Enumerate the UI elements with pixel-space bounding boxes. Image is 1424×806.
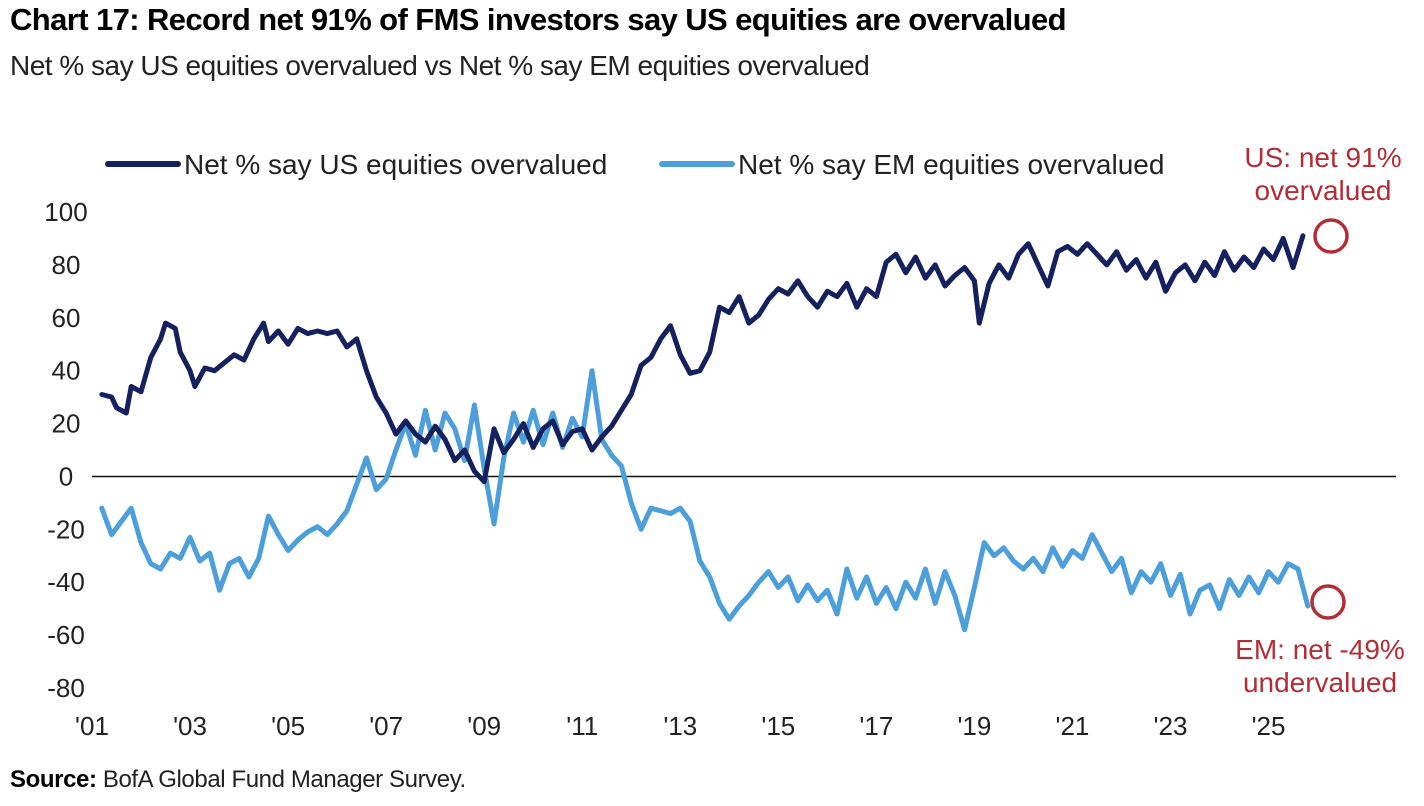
x-tick-label: '11 bbox=[566, 711, 598, 741]
annotations: US: net 91%overvalued EM: net -49%underva… bbox=[1235, 142, 1405, 698]
x-tick-label: '17 bbox=[859, 711, 893, 741]
x-tick-label: '21 bbox=[1056, 711, 1090, 741]
x-tick-label: '25 bbox=[1252, 711, 1286, 741]
em-annotation-text: EM: net -49% bbox=[1235, 634, 1405, 665]
source-label: Source: bbox=[10, 766, 97, 793]
x-tick-label: '09 bbox=[467, 711, 501, 741]
y-tick-label: 0 bbox=[59, 461, 73, 491]
y-tick-label: -80 bbox=[47, 673, 85, 703]
y-tick-label: -60 bbox=[47, 620, 85, 650]
x-tick-label: '05 bbox=[271, 711, 305, 741]
legend-label: Net % say EM equities overvalued bbox=[738, 149, 1164, 180]
x-tick-label: '01 bbox=[75, 711, 109, 741]
em-annotation-text: undervalued bbox=[1243, 667, 1397, 698]
y-tick-label: -40 bbox=[47, 567, 85, 597]
x-axis: '01 '03 '05 '07 '09 '11 '13 '15 '17 '19 '21 '23 '25 bbox=[75, 711, 1285, 741]
y-tick-label: 20 bbox=[52, 409, 81, 439]
us-series-line bbox=[99, 233, 1306, 485]
source-note: Source: BofA Global Fund Manager Survey. bbox=[10, 766, 466, 794]
y-tick-label: 60 bbox=[52, 303, 81, 333]
chart-title: Chart 17: Record net 91% of FMS investor… bbox=[10, 2, 1067, 37]
legend-item-us: Net % say US equities overvalued bbox=[105, 149, 607, 180]
x-tick-label: '23 bbox=[1154, 711, 1188, 741]
x-tick-label: '03 bbox=[173, 711, 207, 741]
legend: Net % say US equities overvalued Net % sa… bbox=[105, 149, 1164, 180]
x-tick-label: '19 bbox=[957, 711, 991, 741]
x-tick-label: '13 bbox=[663, 711, 697, 741]
em-series-line bbox=[99, 368, 1311, 633]
y-axis: 100 80 60 40 20 0 -20 -40 -60 -80 bbox=[44, 197, 87, 703]
y-tick-label: -20 bbox=[47, 514, 85, 544]
us-annotation-text: overvalued bbox=[1255, 175, 1392, 206]
x-tick-label: '07 bbox=[369, 711, 403, 741]
chart-subtitle: Net % say US equities overvalued vs Net … bbox=[10, 50, 870, 81]
y-tick-label: 100 bbox=[44, 197, 87, 227]
us-latest-marker bbox=[1313, 218, 1349, 254]
legend-label: Net % say US equities overvalued bbox=[184, 149, 607, 180]
series-layer bbox=[99, 233, 1311, 633]
us-annotation-text: US: net 91% bbox=[1244, 142, 1401, 173]
em-latest-marker bbox=[1310, 584, 1346, 620]
source-text: BofA Global Fund Manager Survey. bbox=[102, 766, 466, 793]
legend-item-em: Net % say EM equities overvalued bbox=[659, 149, 1164, 180]
y-tick-label: 80 bbox=[52, 250, 81, 280]
y-tick-label: 40 bbox=[52, 356, 81, 386]
x-tick-label: '15 bbox=[761, 711, 795, 741]
